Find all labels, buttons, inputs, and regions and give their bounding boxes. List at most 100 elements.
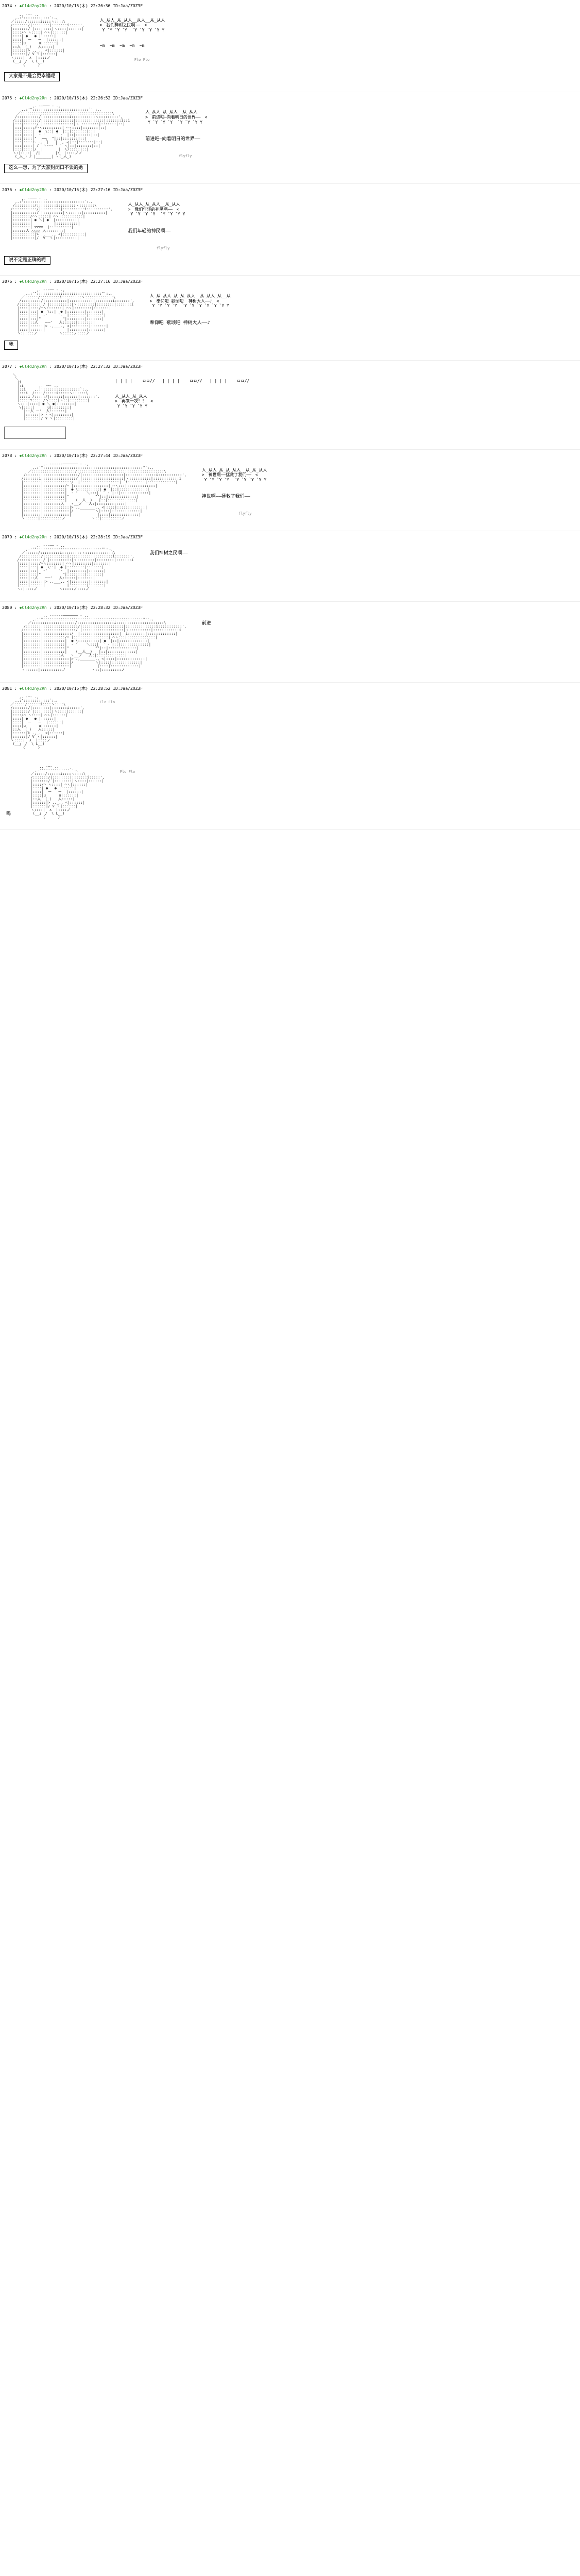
footer-mark: flyfly — [145, 155, 207, 159]
thread-container: 2074 : ◆Cl4d2ny2Rn : 2020/10/15(木) 22:26… — [0, 0, 580, 830]
post: 2076 : ◆Cl4d2ny2Rn : 2020/10/15(木) 22:27… — [0, 184, 580, 276]
ascii-art: ,. -─- ., ,.:'::::::::::::`:.、 ／:::::/::… — [6, 13, 84, 67]
post-id: 2079 — [2, 535, 12, 539]
post-uid: ID:Jaa/ZOZ3F — [113, 188, 143, 192]
post-body: ,. ---── - ., ,.:'":::::::::::::::::::::… — [2, 544, 578, 591]
speech-bubble: 人_从人_从_从人__从_从人 > 我们年轻的神民啊—— < Y `Y `Y `… — [128, 202, 185, 217]
footer-mark: Flo Flo — [100, 58, 165, 62]
footer-mark: flyfly — [202, 512, 267, 516]
post-date: 2020/10/15(木) 22:27:16 — [54, 279, 110, 284]
post-id: 2080 — [2, 605, 12, 610]
post-date: 2020/10/15(木) 22:27:32 — [54, 364, 110, 369]
speech-bubble: 人_从_从人_从_从_从人__从_从人_从__从 > 奉仰吧 歌颂吧 神树大人—… — [150, 294, 231, 309]
speech-bubble: 人_从人_从_从人 > 再来一次！！ < Y `Y `Y `Y Y — [115, 394, 249, 409]
ascii-art: ,. -─- ., ,.:'::::::::::::`:.、 ／:::::/::… — [6, 696, 84, 750]
post-header: 2080 : ◆Cl4d2ny2Rn : 2020/10/15(木) 22:28… — [2, 606, 578, 611]
post: 2076 : ◆Cl4d2ny2Rn : 2020/10/15(木) 22:27… — [0, 276, 580, 361]
ascii-art: ,. -─- ., ,.:'::::::::::::`:.、 ／:::::/::… — [26, 765, 105, 819]
post-date: 2020/10/15(木) 22:28:32 — [54, 605, 110, 610]
dialogue-line: 神世啊——拯救了我们—— — [202, 493, 267, 502]
post-header: 2074 : ◆Cl4d2ny2Rn : 2020/10/15(木) 22:26… — [2, 4, 578, 9]
post-trip: ◆Cl4d2ny2Rn — [20, 4, 47, 8]
speech-column: 我们神树之民啊—— — [150, 544, 188, 558]
ascii-art: ,. -─── - ., ,.:':::::::::::::::::::::::… — [6, 197, 113, 240]
post: 2078 : ◆Cl4d2ny2Rn : 2020/10/15(木) 22:27… — [0, 450, 580, 531]
sound-effect: ~m ~m ~m ~m ~m — [100, 43, 165, 48]
ascii-art: ,. --─── - ., ,.:'":::::::::::::::::::::… — [6, 105, 130, 159]
post-uid: ID:Jaa/ZOZ3F — [113, 4, 143, 8]
post-id: 2075 — [2, 96, 12, 100]
post-trip: ◆Cl4d2ny2Rn — [20, 96, 47, 100]
speech-bubble: 人_从人_从_从人__从人__从_从人 > 我们神树之民啊—— < Y `Y `… — [100, 18, 165, 33]
post-header: 2081 : ◆Cl4d2ny2Rn : 2020/10/15(木) 22:28… — [2, 687, 578, 691]
narration-box: 我 — [4, 341, 18, 350]
speech-bubble: 人_从人_从_从人__从_从人 > 前进吧—向着明日的世界—— < Y `Y `… — [145, 110, 207, 125]
post-id: 2074 — [2, 4, 12, 8]
narration-box: 说不定是正确的呢 — [4, 256, 50, 265]
post-trip: ◆Cl4d2ny2Rn — [20, 188, 47, 192]
dialogue-line: 前进吧—向着明日的世界—— — [145, 135, 207, 144]
post-trip: ◆Cl4d2ny2Rn — [20, 364, 47, 369]
ascii-art: ,. ------─────── - ., ,.:'":::::::::::::… — [6, 463, 186, 520]
post: 2077 : ◆Cl4d2ny2Rn : 2020/10/15(木) 22:27… — [0, 361, 580, 450]
post-date: 2020/10/15(木) 22:26:52 — [54, 96, 110, 100]
post-body: ＼ ＼ |i |:i ,. -─- ., |::i ,.:'::::::::::… — [2, 374, 578, 420]
post-id: 2081 — [2, 686, 12, 691]
dialogue-line: 前进 — [202, 619, 211, 629]
post-trip: ◆Cl4d2ny2Rn — [20, 453, 47, 458]
post-body: ,. ------─────── - ., ,.:'":::::::::::::… — [2, 463, 578, 520]
speech-column: Flo Flo — [100, 696, 131, 705]
post-header: 2079 : ◆Cl4d2ny2Rn : 2020/10/15(木) 22:28… — [2, 535, 578, 540]
post-uid: ID:Jaa/ZOZ3F — [113, 605, 143, 610]
post-date: 2020/10/15(木) 22:28:52 — [54, 686, 110, 691]
post-header: 2077 : ◆Cl4d2ny2Rn : 2020/10/15(木) 22:27… — [2, 365, 578, 369]
post-id: 2077 — [2, 364, 12, 369]
post-body: ,. -─- ., ,.:'::::::::::::`:.、 ／:::::/::… — [2, 696, 578, 750]
post-uid: ID:Jaa/ZOZ3F — [113, 364, 143, 369]
speech-column: 人_从人_从_从人__从人__从_从人 > 我们神树之民啊—— < Y `Y `… — [100, 13, 165, 62]
post-header: 2078 : ◆Cl4d2ny2Rn : 2020/10/15(木) 22:27… — [2, 454, 578, 459]
footer-mark: Flo Flo — [120, 770, 151, 774]
dialogue-line: 我们年轻的神民啊—— — [128, 227, 185, 236]
speech-column: 人_从_从人_从_从_从人__从_从人_从__从 > 奉仰吧 歌颂吧 神树大人—… — [150, 289, 231, 328]
empty-narration-box — [4, 427, 66, 439]
post-body: ,. ------─────── - ., ,.:'":::::::::::::… — [2, 614, 578, 672]
post-body-second: 呜 ,. -─- ., ,.:'::::::::::::`:.、 ／:::::/… — [2, 765, 578, 819]
post-id: 2078 — [2, 453, 12, 458]
post-uid: ID:Jaa/ZOZ3F — [113, 279, 143, 284]
dialogue-line: 奉仰吧 歌颂吧 神树大人——♪ — [150, 319, 231, 328]
speech-column: 前进 — [202, 614, 211, 629]
speech-column: 人_从人_从_从人__从_从人 > 前进吧—向着明日的世界—— < Y `Y `… — [145, 105, 207, 158]
post-trip: ◆Cl4d2ny2Rn — [20, 686, 47, 691]
post-uid: ID:Jaa/ZOZ3F — [113, 453, 143, 458]
post-date: 2020/10/15(木) 22:27:44 — [54, 453, 110, 458]
footer-mark: Flo Flo — [100, 701, 131, 705]
post-header: 2075 : ◆Cl4d2ny2Rn : 2020/10/15(木) 22:26… — [2, 96, 578, 101]
post: 2075 : ◆Cl4d2ny2Rn : 2020/10/15(木) 22:26… — [0, 92, 580, 184]
post-header: 2076 : ◆Cl4d2ny2Rn : 2020/10/15(木) 22:27… — [2, 280, 578, 284]
post-body: ,. -─── - ., ,.:':::::::::::::::::::::::… — [2, 197, 578, 250]
post-body: ,. --─── - ., ,.:'":::::::::::::::::::::… — [2, 105, 578, 159]
post-id: 2076 — [2, 279, 12, 284]
post-uid: ID:Jaa/ZOZ3F — [113, 96, 143, 100]
post-uid: ID:Jaa/ZOZ3F — [113, 535, 143, 539]
post-id: 2076 — [2, 188, 12, 192]
post-trip: ◆Cl4d2ny2Rn — [20, 605, 47, 610]
post: 2074 : ◆Cl4d2ny2Rn : 2020/10/15(木) 22:26… — [0, 0, 580, 92]
ascii-art: ＼ ＼ |i |:i ,. -─- ., |::i ,.:'::::::::::… — [6, 374, 99, 420]
ascii-art: ,. ---── - ., ,.:'":::::::::::::::::::::… — [6, 289, 134, 335]
ascii-art: ,. ------─────── - ., ,.:'":::::::::::::… — [6, 614, 186, 672]
post-body: ,. ---── - ., ,.:'":::::::::::::::::::::… — [2, 289, 578, 335]
decoration-line: | | | | ㅁㅁ// | | | | ㅁㅁ// | | | | ㅁㅁ// — [115, 379, 249, 384]
narration-box: 大家是不是会更幸福呢 — [4, 72, 60, 81]
post: 2079 : ◆Cl4d2ny2Rn : 2020/10/15(木) 22:28… — [0, 531, 580, 602]
footer-mark: flyfly — [128, 247, 185, 251]
post-trip: ◆Cl4d2ny2Rn — [20, 535, 47, 539]
dialogue-prefix: 呜 — [6, 810, 11, 819]
post-trip: ◆Cl4d2ny2Rn — [20, 279, 47, 284]
speech-column: 人_从人_从_从人__从_从人 > 我们年轻的神民啊—— < Y `Y `Y `… — [128, 197, 185, 250]
dialogue-line: 我们神树之民啊—— — [150, 549, 188, 558]
post-date: 2020/10/15(木) 22:28:19 — [54, 535, 110, 539]
post-date: 2020/10/15(木) 22:27:16 — [54, 188, 110, 192]
narration-box: 这么一想，为了大家封闭口不谈的她 — [4, 164, 88, 173]
